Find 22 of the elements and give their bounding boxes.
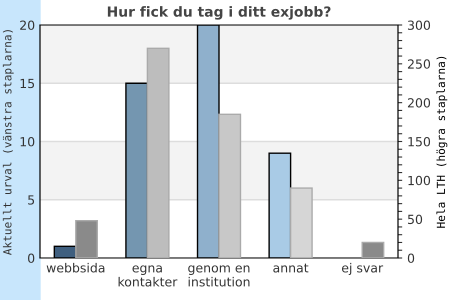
x-tick-label: egna kontakter	[118, 265, 178, 287]
x-tick-label: webbsida	[46, 262, 104, 273]
y-tick-label: 5	[28, 195, 34, 205]
y-tick-label: 10	[20, 136, 34, 146]
x-tick-label: annat	[273, 264, 308, 273]
y2-tick-label: 200	[408, 98, 430, 108]
y-tick-label: 20	[20, 20, 34, 30]
y2-tick-label: 100	[408, 176, 430, 186]
y2-tick-label: 0	[408, 253, 414, 263]
x-tick-label: ej svar	[342, 262, 384, 275]
y2-tick-label: 250	[408, 59, 430, 69]
y2-tick-label: 150	[408, 136, 430, 146]
y2-tick-label: 50	[408, 214, 422, 224]
bar	[362, 242, 384, 258]
y-tick-label: 0	[28, 253, 34, 263]
x-tick-label: genom en institution	[188, 265, 250, 287]
y2-axis-title: Hela LTH (högra staplarna)	[436, 56, 448, 228]
y-tick-label: 15	[20, 78, 34, 88]
y2-tick-label: 300	[408, 20, 430, 30]
chart-title: Hur fick du tag i ditt exjobb?	[108, 6, 330, 20]
bar	[75, 220, 98, 258]
y-axis-title: Aktuellt urval (vänstra staplarna)	[2, 30, 14, 256]
